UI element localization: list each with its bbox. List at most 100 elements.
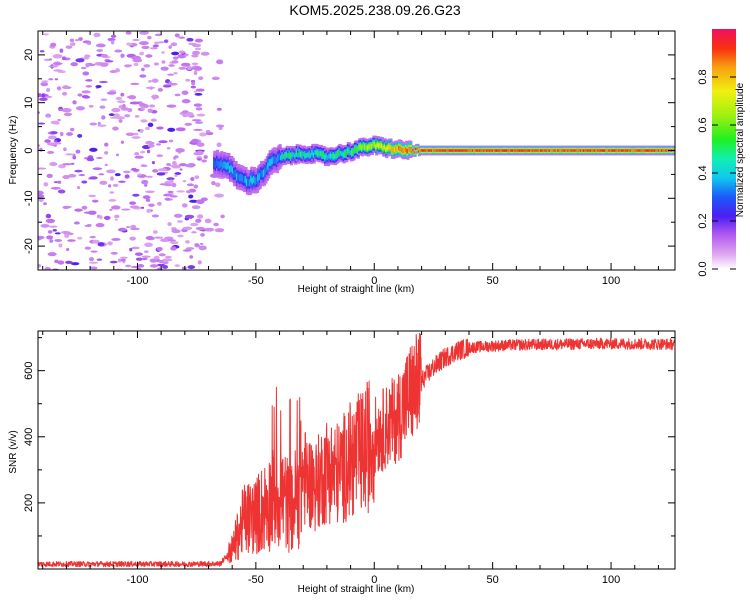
colorbar-tick-label: 0.6 bbox=[697, 117, 709, 132]
spectrogram-noise-cell bbox=[187, 265, 196, 270]
spectrogram-noise-cell bbox=[38, 190, 44, 196]
spectrogram-noise-cell bbox=[75, 106, 86, 111]
spectrogram-noise-cell bbox=[160, 66, 169, 71]
spectrogram-noise-cell bbox=[108, 198, 117, 202]
colorbar-label: Normalized spectral amplitude bbox=[735, 82, 746, 217]
spectrogram-noise-cell bbox=[52, 54, 63, 59]
spectrogram-noise-cell bbox=[149, 47, 158, 50]
spectrogram-noise-cell bbox=[99, 62, 109, 67]
spectrogram-noise-cell bbox=[178, 66, 187, 70]
spectrogram-noise-cell bbox=[190, 80, 196, 83]
spectrogram-noise-cell bbox=[43, 202, 47, 206]
spectrogram-noise-cell bbox=[112, 126, 119, 131]
spectrogram-noise-cell bbox=[191, 231, 197, 234]
spectrogram-noise-cell bbox=[74, 169, 83, 173]
spectrogram-noise-cell bbox=[172, 56, 179, 60]
spectrogram-noise-cell bbox=[171, 182, 177, 188]
spectrogram-noise-cell bbox=[76, 186, 81, 189]
spectrogram-noise-cell bbox=[151, 94, 160, 99]
spectrogram-noise-cell bbox=[43, 33, 49, 36]
spectrogram-noise-cell bbox=[40, 224, 50, 228]
spectrogram-noise-cell bbox=[191, 138, 199, 144]
spectrogram-noise-cell bbox=[105, 60, 114, 63]
spectrogram-noise-cell bbox=[69, 38, 75, 42]
colorbar: 0.0 0.2 0.4 0.6 0.8 Normalized spectral ampl… bbox=[697, 29, 746, 277]
spectrogram-noise-cell bbox=[100, 98, 108, 101]
spectrogram-noise-cell bbox=[38, 167, 47, 170]
colorbar-tick-label: 0.8 bbox=[697, 69, 709, 84]
spectrogram-noise-cell bbox=[101, 115, 106, 120]
spectrogram-noise-cell bbox=[120, 256, 128, 259]
spectrogram-noise-cell bbox=[167, 82, 178, 86]
spectrogram-noise-cell bbox=[213, 222, 219, 227]
spectrogram-noise-cell bbox=[149, 104, 156, 108]
spectrogram-noise-cell bbox=[110, 40, 115, 45]
spectrogram-noise-cell bbox=[185, 190, 191, 194]
spectrogram-noise-cell bbox=[180, 62, 191, 67]
spectrogram-noise-cell bbox=[62, 175, 71, 180]
spectrogram-noise-cell bbox=[92, 167, 103, 171]
spectrogram-noise-cell bbox=[156, 143, 162, 146]
spectrogram-noise-cell bbox=[45, 95, 53, 98]
spectrogram-noise-cell bbox=[129, 205, 140, 209]
spectrogram-ytick-label: 0 bbox=[23, 147, 35, 153]
spectrogram-noise-cell bbox=[68, 173, 77, 178]
spectrogram-noise-cell bbox=[140, 119, 148, 123]
snr-xlabel: Height of straight line (km) bbox=[298, 584, 415, 595]
spectrogram-noise-cell bbox=[107, 241, 113, 246]
spectrogram-noise-cell bbox=[147, 35, 152, 40]
spectrogram-noise-cell bbox=[58, 164, 66, 169]
spectrogram-noise-cell bbox=[171, 60, 179, 64]
figure-title: KOM5.2025.238.09.26.G23 bbox=[289, 2, 460, 18]
spectrogram-noise-cell bbox=[117, 258, 122, 263]
spectrogram-noise-cell bbox=[120, 53, 125, 58]
spectrogram-noise-cell bbox=[171, 229, 181, 234]
spectrogram-noise-cell bbox=[78, 37, 83, 41]
spectrogram-noise-cell bbox=[167, 73, 175, 76]
spectrogram-noise-cell bbox=[191, 119, 202, 122]
spectrogram-noise-cell bbox=[173, 72, 178, 75]
spectrogram-noise-cell bbox=[38, 122, 46, 125]
spectrogram-noise-cell bbox=[176, 190, 185, 193]
spectrogram-noise-cell bbox=[211, 180, 216, 186]
spectrogram-noise-cell bbox=[139, 51, 145, 56]
spectrogram-noise-cell bbox=[47, 135, 57, 140]
spectrogram-noise-cell bbox=[50, 42, 57, 47]
spectrogram-noise-cell bbox=[70, 62, 79, 67]
spectrogram-noise-cell bbox=[138, 41, 149, 46]
spectrogram-noise-cell bbox=[156, 201, 162, 206]
spectrogram-noise-cell bbox=[151, 78, 159, 83]
spectrogram-noise-cell bbox=[198, 245, 207, 251]
spectrogram-noise-cell bbox=[200, 233, 205, 237]
colorbar-tick-label: 0.0 bbox=[697, 261, 709, 276]
spectrogram-noise-cell bbox=[45, 218, 56, 224]
spectrogram-noise-cell bbox=[39, 50, 45, 53]
spectrogram-noise-cell bbox=[130, 224, 137, 229]
spectrogram-noise-cell bbox=[170, 42, 178, 47]
spectrogram-noise-cell bbox=[120, 107, 129, 111]
spectrogram-noise-cell bbox=[129, 201, 137, 205]
spectrogram-noise-cell bbox=[88, 104, 94, 108]
spectrogram-noise-cell bbox=[53, 181, 59, 184]
spectrogram-noise-cell bbox=[77, 93, 83, 97]
spectrogram-noise-cell bbox=[63, 112, 73, 117]
spectrogram-noise-cell bbox=[151, 214, 159, 218]
spectrogram-noise-cell bbox=[41, 93, 45, 98]
spectrogram-noise-cell bbox=[216, 124, 225, 128]
spectrogram-noise-cell bbox=[170, 164, 180, 168]
spectrogram-noise-cell bbox=[194, 243, 200, 246]
spectrogram-noise-cell bbox=[53, 69, 63, 72]
spectrogram-noise-cell bbox=[50, 131, 58, 135]
spectrogram-noise-cell bbox=[174, 172, 182, 175]
spectrogram-noise-cell bbox=[157, 168, 168, 172]
spectrogram-noise-cell bbox=[47, 252, 57, 257]
spectrogram-noise-cell bbox=[166, 147, 171, 150]
spectrogram-noise-cell bbox=[111, 238, 121, 241]
spectrogram-noise-cell bbox=[179, 168, 183, 171]
spectrogram-noise-cell bbox=[115, 97, 123, 100]
spectrogram-noise-cell bbox=[160, 238, 170, 243]
spectrogram-noise-cell bbox=[193, 70, 198, 76]
spectrogram-noise-cell bbox=[164, 183, 173, 187]
spectrogram-noise-cell bbox=[194, 92, 203, 96]
